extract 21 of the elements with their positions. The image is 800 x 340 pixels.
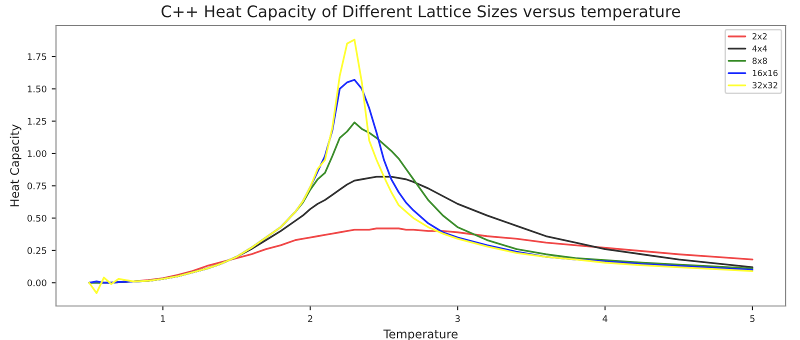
y-tick-label: 1.75 [28,53,46,60]
x-tick-label: 2 [308,315,312,322]
y-tick-label: 1.25 [28,118,46,125]
x-tick-label: 3 [455,315,460,322]
y-tick-label: 0.25 [27,247,46,254]
legend-label: 4x4 [752,45,768,52]
legend-label: 16x16 [752,70,778,76]
y-tick-label: 1.50 [28,86,46,92]
y-axis-title: Heat Capacity [10,124,22,206]
x-tick-label: 4 [602,315,608,322]
y-tick-label: 0.00 [27,279,46,286]
x-tick-label: 1 [160,315,165,322]
legend-label: 32x32 [752,82,778,88]
x-tick-label: 5 [750,315,755,322]
chart-title: C++ Heat Capacity of Different Lattice Sizes versus temperature [162,5,680,20]
legend-label: 8x8 [752,58,767,64]
y-tick-label: 0.50 [27,214,46,222]
y-tick-label: 0.75 [27,182,46,190]
legend-label: 2x2 [752,33,767,40]
line-series [88,38,754,294]
y-tick-label: 1.00 [28,150,46,158]
